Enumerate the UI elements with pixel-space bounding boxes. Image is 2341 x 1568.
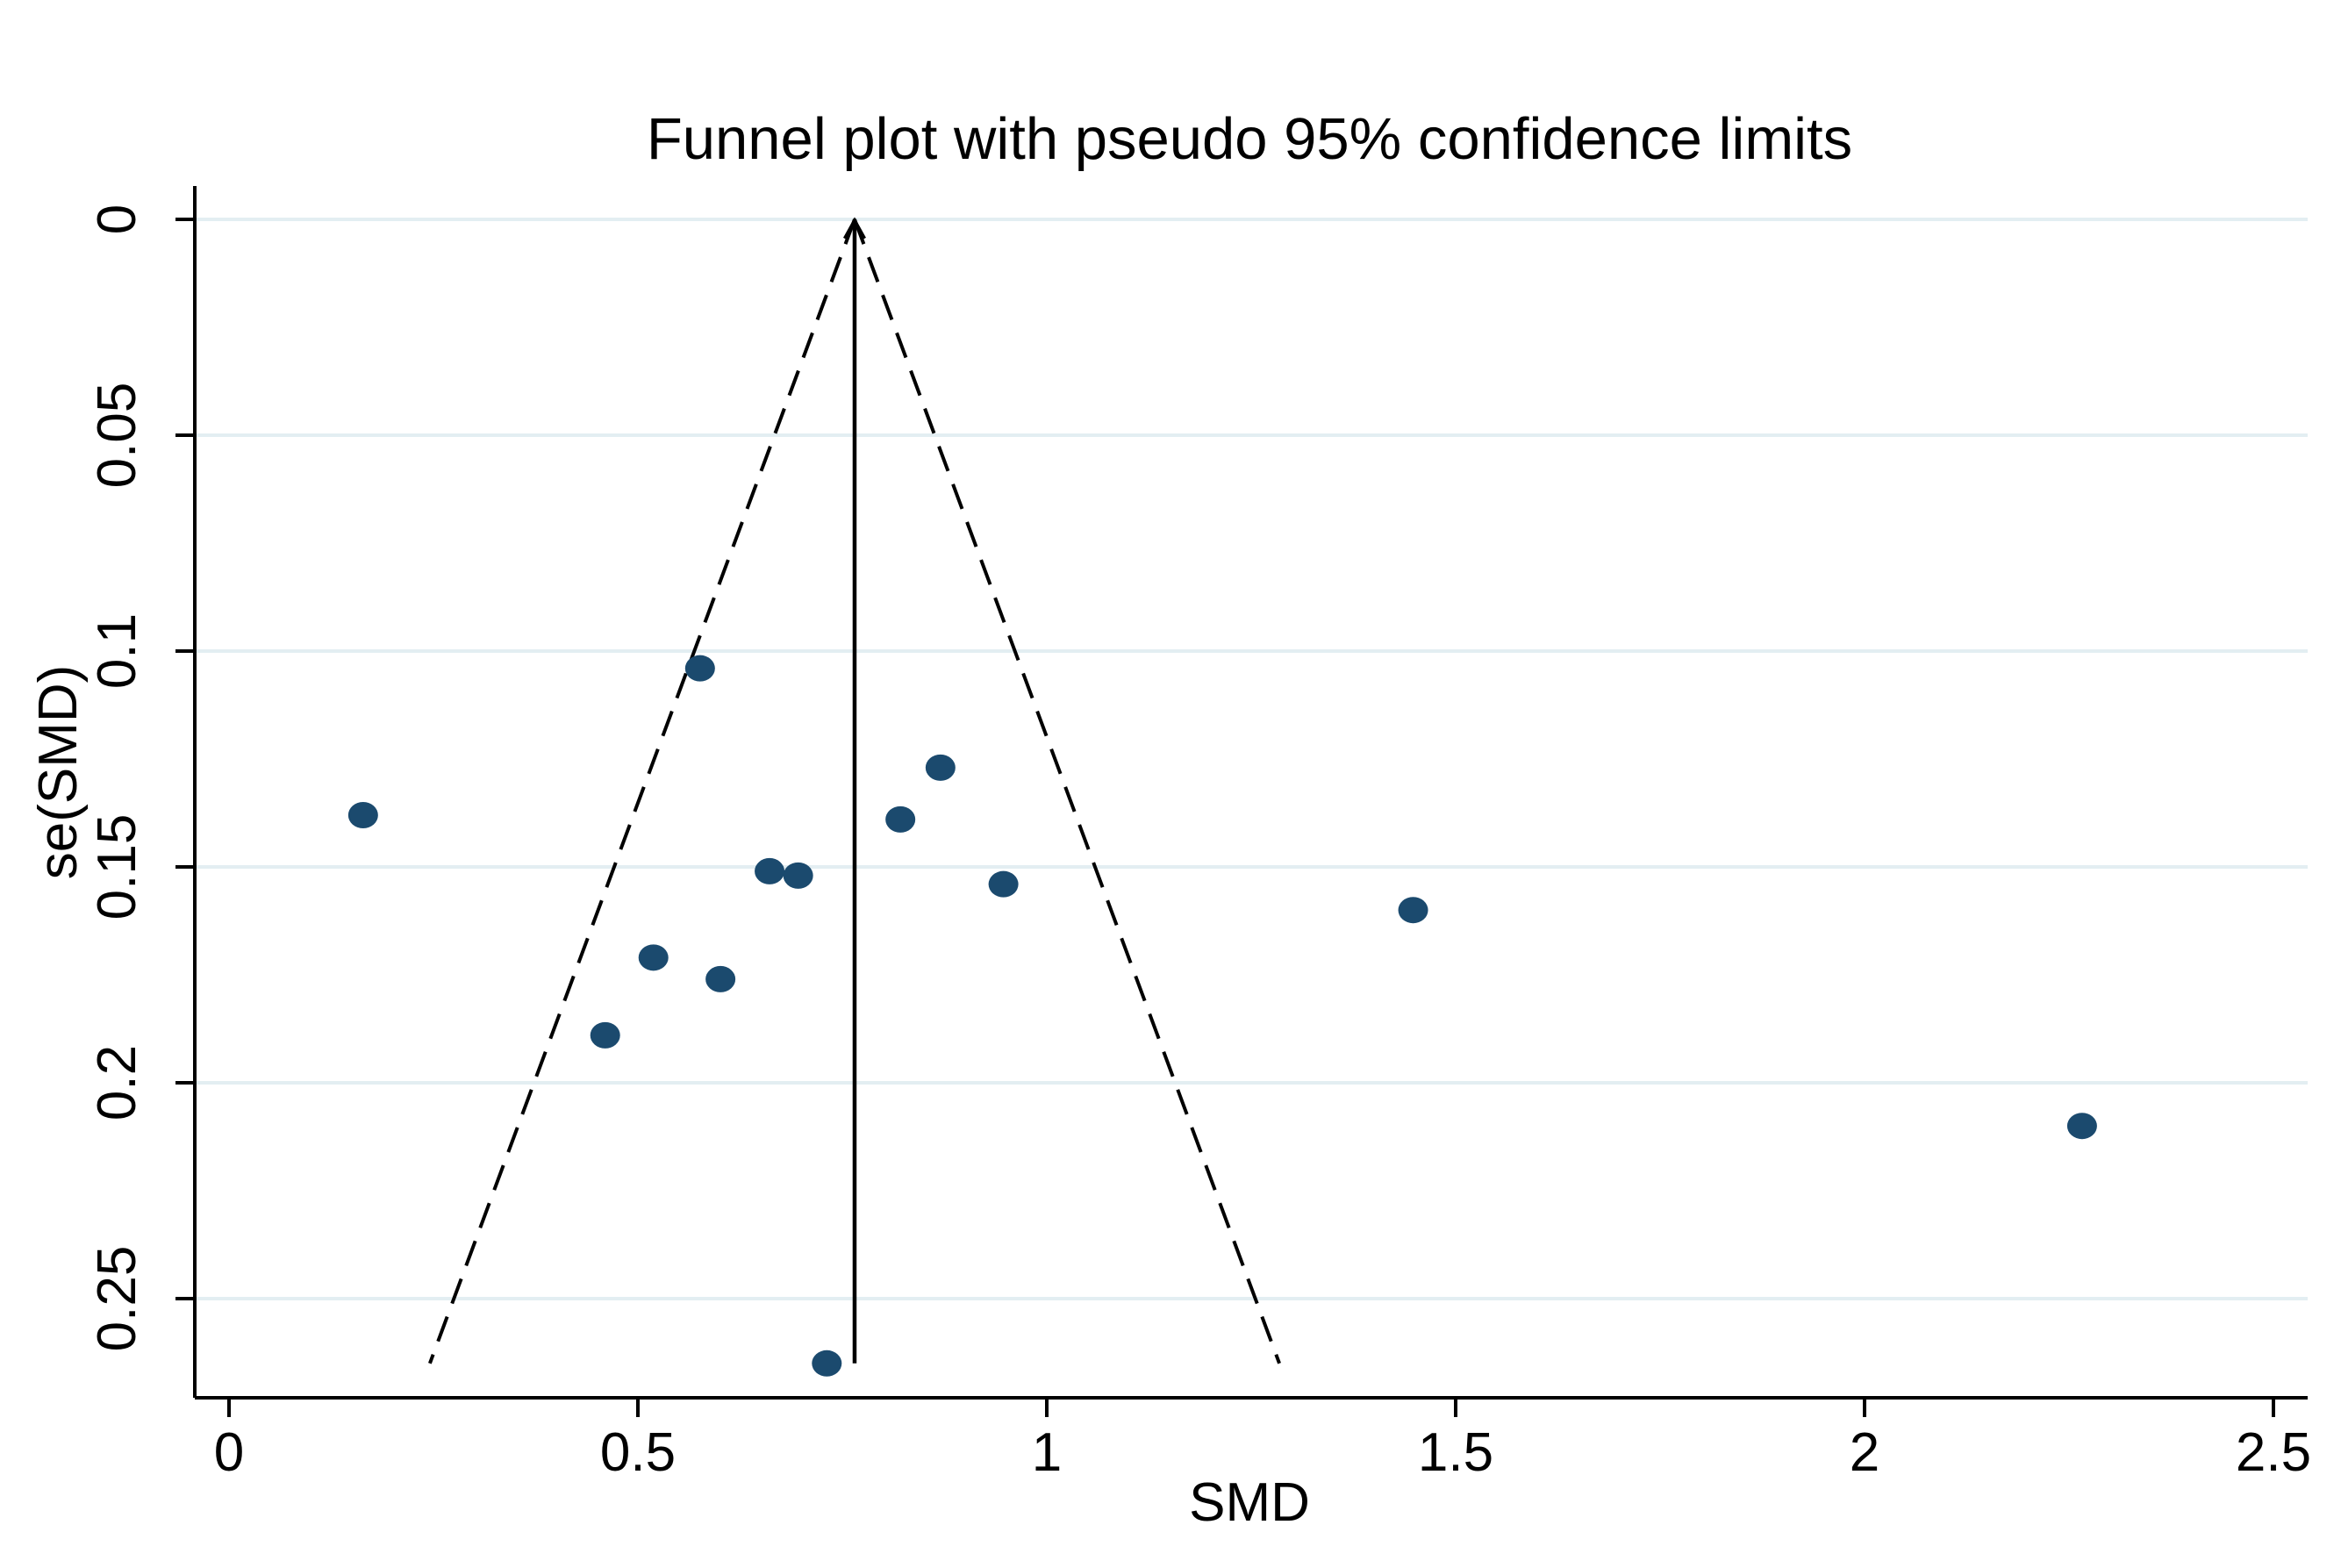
data-point-3 — [925, 754, 956, 781]
y-tick-label-0.15: 0.15 — [87, 814, 147, 920]
chart-title: Funnel plot with pseudo 95% confidence l… — [647, 106, 1852, 172]
y-tick-label-0.05: 0.05 — [87, 383, 147, 489]
x-tick-label-0.5: 0.5 — [600, 1422, 676, 1483]
data-point-4 — [885, 805, 916, 833]
x-tick-label-1: 1 — [1032, 1422, 1062, 1483]
x-tick-label-1.5: 1.5 — [1418, 1422, 1493, 1483]
y-tick-label-0: 0 — [87, 204, 147, 234]
y-tick-label-0.25: 0.25 — [87, 1246, 147, 1352]
data-point-12 — [2066, 1113, 2097, 1140]
data-point-8 — [1398, 897, 1428, 924]
funnel-right-limit — [853, 218, 1281, 1364]
data-points — [347, 655, 2097, 1377]
funnel-left-limit — [428, 218, 856, 1364]
data-point-2 — [684, 655, 715, 682]
x-axis-label: SMD — [1189, 1472, 1310, 1533]
x-tick-label-0: 0 — [214, 1422, 244, 1483]
x-tick-label-2.5: 2.5 — [2236, 1422, 2311, 1483]
data-point-7 — [988, 870, 1019, 898]
data-point-11 — [590, 1021, 620, 1049]
y-tick-label-0.2: 0.2 — [87, 1045, 147, 1121]
data-point-9 — [638, 944, 669, 971]
data-point-6 — [783, 862, 813, 889]
y-tick-label-0.1: 0.1 — [87, 613, 147, 689]
data-point-10 — [705, 965, 736, 992]
x-tick-label-2: 2 — [1850, 1422, 1879, 1483]
y-axis-label: se(SMD) — [28, 665, 89, 880]
funnel-lines — [428, 217, 1281, 1364]
data-point-5 — [755, 857, 785, 884]
axes: 0 0.5 1 1.5 2 2.5 0 0.05 0.1 0.15 0.2 0.25 — [87, 186, 2311, 1483]
data-point-13 — [812, 1350, 842, 1377]
pooled-effect-arrowhead — [843, 217, 866, 240]
data-point-1 — [347, 801, 378, 828]
gridlines — [195, 218, 2308, 1300]
